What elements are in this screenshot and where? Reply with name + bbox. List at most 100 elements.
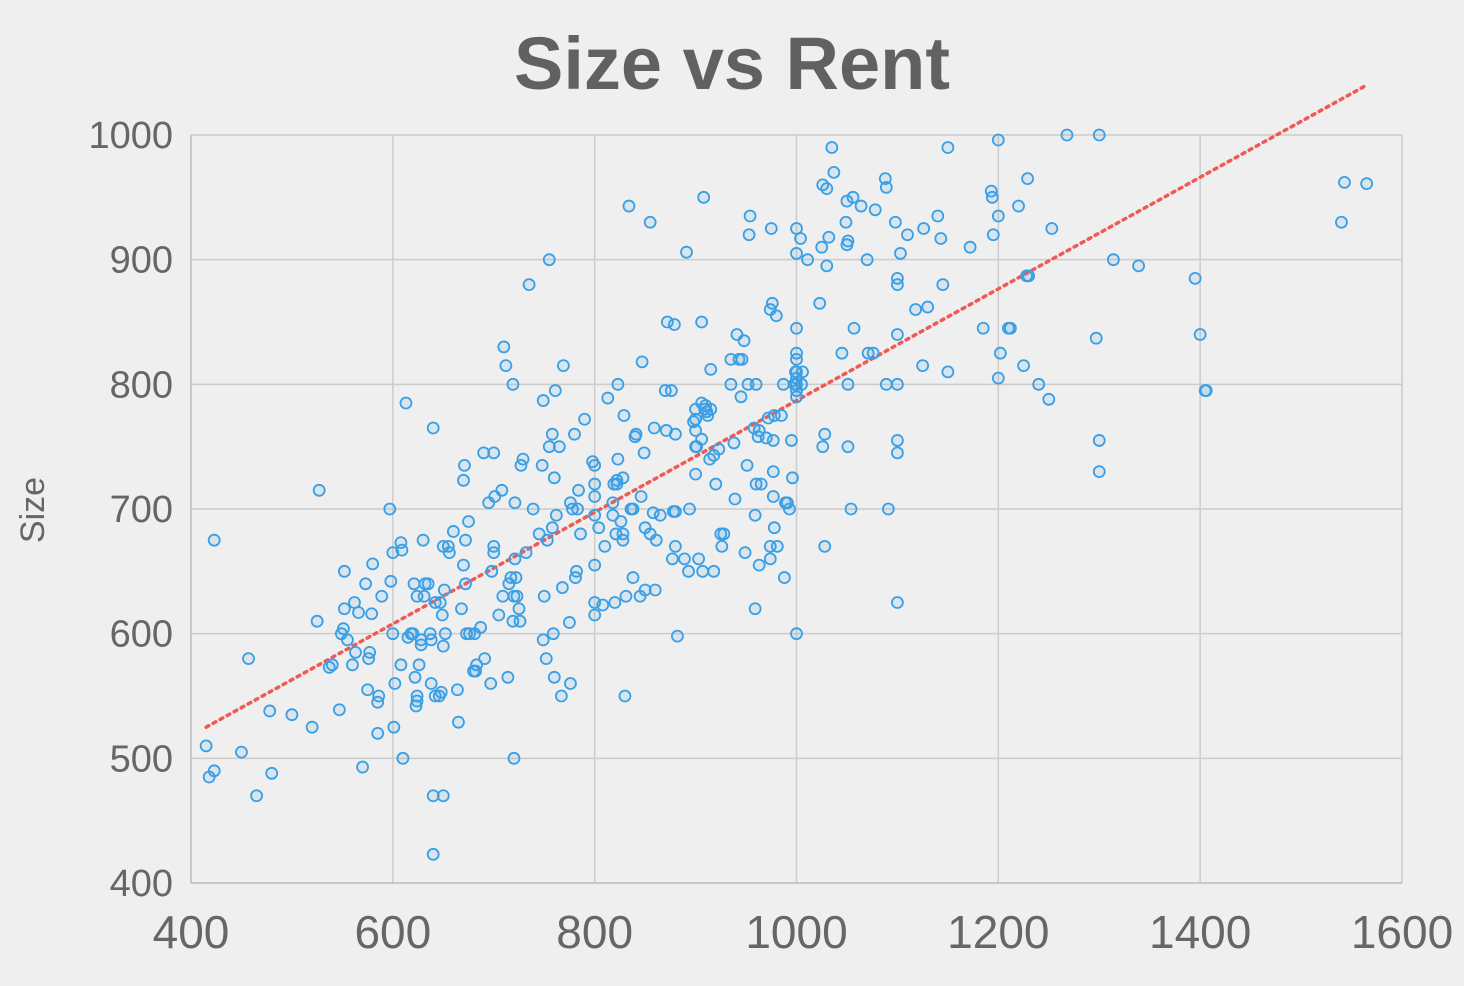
data-point [993, 346, 1007, 360]
data-point [712, 442, 726, 456]
data-point [1188, 271, 1202, 285]
data-point [546, 627, 560, 641]
data-point [921, 300, 935, 314]
data-point [752, 558, 766, 572]
data-point [785, 434, 798, 447]
trendline-group [204, 83, 1369, 729]
data-point [742, 228, 756, 242]
data-point [1338, 175, 1351, 189]
data-point [436, 639, 450, 653]
data-point [359, 577, 372, 591]
data-point [545, 521, 559, 535]
data-point [637, 446, 651, 460]
data-point [337, 602, 351, 616]
data-point [669, 505, 682, 518]
data-point [548, 384, 562, 397]
data-point [816, 440, 830, 454]
data-point [707, 564, 721, 578]
data-point [426, 789, 440, 803]
chart-title: Size vs Rent [514, 22, 950, 105]
data-point [841, 234, 855, 248]
data-point [801, 253, 815, 267]
data-point [285, 708, 299, 722]
data-point [839, 215, 853, 229]
data-point [643, 215, 657, 229]
data-point [682, 564, 695, 578]
y-tick-label: 700 [110, 489, 173, 531]
data-point [783, 502, 796, 516]
data-point [786, 471, 799, 485]
data-point [696, 564, 710, 578]
data-point [790, 352, 803, 366]
data-point [332, 703, 346, 717]
data-point [588, 558, 602, 572]
data-point [748, 508, 762, 522]
data-point [735, 352, 749, 366]
data-point [649, 533, 663, 547]
data-point [774, 409, 788, 422]
data-point [1032, 377, 1046, 391]
data-point [388, 677, 402, 690]
data-point [777, 571, 791, 584]
data-points [199, 128, 1374, 861]
data-point [916, 359, 930, 373]
data-point [790, 390, 803, 404]
data-point [611, 452, 625, 466]
axis-ticks: 400 600 800 1000 1200 1400 1600 400 500 600 700 800… [88, 115, 1453, 958]
data-point [891, 596, 904, 609]
data-point [552, 440, 566, 454]
data-point [571, 502, 584, 516]
data-point [709, 477, 723, 491]
data-point [506, 377, 520, 391]
data-point [764, 222, 778, 235]
data-point [1089, 331, 1103, 345]
data-point [695, 432, 709, 446]
data-point [1060, 128, 1074, 142]
data-point [728, 492, 742, 506]
data-point [434, 685, 448, 699]
data-point [866, 346, 880, 360]
data-point [737, 334, 751, 348]
data-point [455, 602, 468, 616]
data-point [888, 215, 902, 229]
data-point [549, 508, 563, 522]
x-tick-label: 1400 [1149, 906, 1251, 958]
data-point [820, 259, 834, 273]
data-point [822, 230, 836, 244]
data-point [572, 483, 585, 497]
data-point [794, 232, 807, 245]
data-point [697, 190, 711, 204]
data-point [372, 689, 386, 703]
data-point [909, 303, 922, 316]
data-point [242, 652, 255, 665]
data-point [437, 583, 451, 597]
data-point [199, 739, 213, 753]
data-point [497, 340, 511, 354]
data-point [617, 409, 631, 422]
data-point [207, 764, 221, 778]
data-point [734, 390, 748, 404]
data-point [383, 502, 397, 516]
data-point [435, 608, 449, 622]
data-point [879, 180, 893, 194]
data-point [689, 424, 702, 437]
data-point [459, 533, 472, 547]
data-point [854, 199, 868, 213]
data-point [717, 527, 731, 541]
data-point [578, 412, 591, 426]
y-tick-label: 1000 [88, 115, 173, 157]
data-point [667, 318, 681, 331]
data-point [509, 571, 523, 584]
data-point [442, 546, 456, 560]
data-point [1012, 199, 1025, 213]
data-point [1360, 177, 1374, 191]
data-point [499, 359, 513, 373]
data-point [396, 751, 410, 765]
data-point [207, 533, 221, 547]
data-point [1004, 321, 1017, 335]
data-point [743, 209, 757, 223]
data-point [408, 670, 422, 684]
y-axis-label: Size [14, 477, 52, 543]
